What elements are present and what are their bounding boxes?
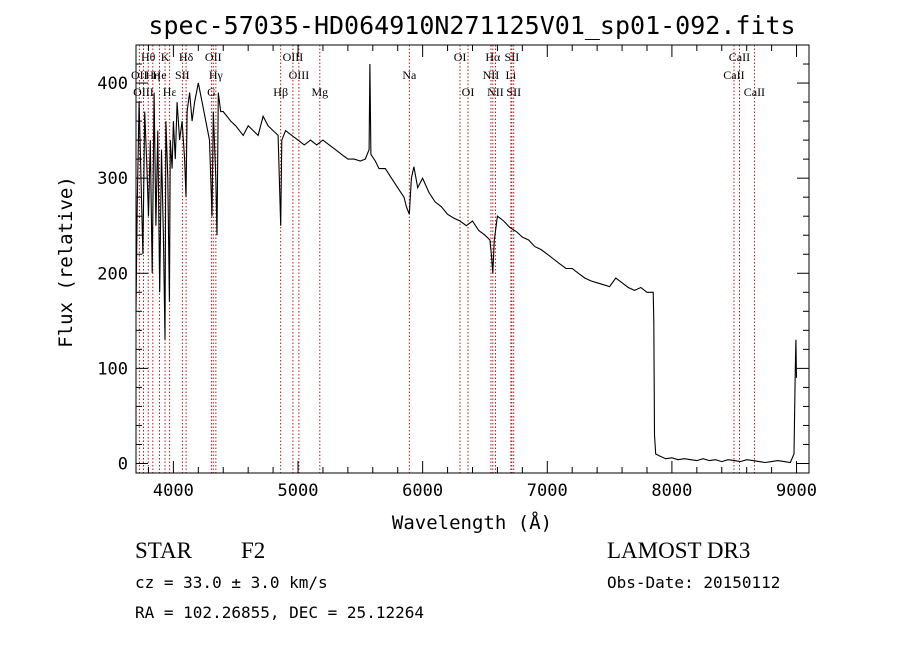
redshift-readout: cz = 33.0 ± 3.0 km/s — [135, 573, 328, 592]
y-tick-label: 400 — [97, 74, 128, 94]
axes: 4000 5000 6000 7000 8000 9000 0 100 200 300 400 — [97, 44, 817, 501]
spectral-line-label: OIII — [133, 85, 154, 99]
y-tick-label: 100 — [97, 359, 128, 379]
survey-name: LAMOST DR3 — [607, 538, 751, 563]
spectral-line-label: NII — [487, 85, 504, 99]
spectral-line-label: Hβ — [273, 85, 288, 99]
spectral-line-label: OIII — [289, 68, 310, 82]
spectral-line-label: CaII — [729, 50, 750, 64]
spectral-line-label: Mg — [311, 85, 328, 99]
spectral-line-markers: Hθ K Hδ OII OIII OI Hα SII CaII OII He SII Hγ OIII Na N… — [131, 45, 765, 473]
spectrum-line — [135, 63, 798, 464]
spectral-line-label: OI — [454, 50, 467, 64]
spectral-line-label: OIII — [283, 50, 304, 64]
spectral-line-label: Hε — [163, 85, 177, 99]
plot-frame — [135, 44, 810, 474]
coordinates-readout: RA = 102.26855, DEC = 25.12264 — [135, 603, 424, 622]
spectrum-chart: spec-57035-HD064910N271125V01_sp01-092.f… — [55, 11, 817, 534]
spectral-line-label: Na — [402, 68, 417, 82]
x-tick-label: 9000 — [776, 481, 817, 501]
y-tick-label: 0 — [118, 454, 128, 474]
y-axis-label: Flux (relative) — [55, 176, 77, 348]
y-tick-label: 300 — [97, 169, 128, 189]
object-subclass: F2 — [241, 538, 266, 563]
object-class: STAR — [135, 538, 192, 563]
spectral-line-label: Li — [506, 68, 517, 82]
x-tick-label: 7000 — [527, 481, 568, 501]
x-axis-label: Wavelength (Å) — [392, 511, 552, 534]
spectral-line-label: OII — [131, 68, 148, 82]
spectral-line-label: He — [153, 68, 167, 82]
spectral-line-label: Hη — [145, 68, 160, 82]
chart-title: spec-57035-HD064910N271125V01_sp01-092.f… — [148, 11, 795, 40]
spectral-line-label: K — [161, 50, 170, 64]
spectral-line-label: Hγ — [209, 68, 224, 82]
x-tick-label: 8000 — [651, 481, 692, 501]
y-tick-label: 200 — [97, 264, 128, 284]
observation-date: Obs-Date: 20150112 — [607, 573, 781, 592]
x-tick-label: 6000 — [402, 481, 443, 501]
x-tick-label: 4000 — [153, 481, 194, 501]
spectral-line-label: CaII — [723, 68, 744, 82]
spectral-line-label: Hθ — [141, 50, 156, 64]
spectral-line-label: SII — [505, 50, 520, 64]
spectral-line-label: G — [207, 85, 216, 99]
spectral-line-label: NII — [483, 68, 500, 82]
spectral-line-label: SII — [175, 68, 190, 82]
spectral-line-label: OII — [205, 50, 222, 64]
x-tick-label: 5000 — [278, 481, 319, 501]
spectral-line-label: Hα — [485, 50, 501, 64]
spectral-line-label: Hδ — [179, 50, 194, 64]
spectral-line-label: SII — [506, 85, 521, 99]
spectral-line-label: CaII — [744, 85, 765, 99]
spectral-line-label: OI — [462, 85, 475, 99]
